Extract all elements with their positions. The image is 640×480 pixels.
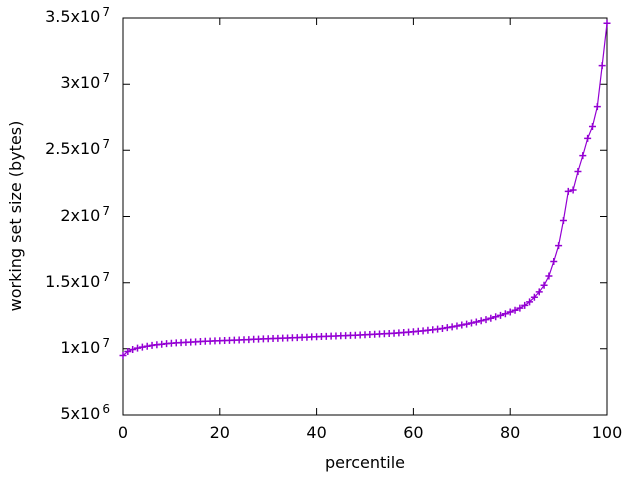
axis-ticks (122, 17, 608, 416)
tick-exponent: 7 (102, 269, 110, 284)
x-tick-label: 40 (306, 423, 327, 442)
tick-exponent: 7 (102, 203, 110, 218)
tick-mantissa: 1x10 (60, 337, 101, 357)
tick-exponent: 6 (102, 402, 110, 416)
y-tick-label: 3x10 7 (60, 71, 110, 93)
tick-mantissa: 3.5x10 (45, 7, 101, 26)
y-tick-label: 2x10 7 (60, 204, 110, 225)
y-tick-label: 1x10 7 (60, 336, 110, 357)
tick-exponent: 7 (102, 137, 110, 152)
x-tick-label: 60 (403, 423, 424, 442)
x-tick-label: 80 (500, 423, 521, 442)
plot-border (122, 17, 608, 416)
tick-mantissa: 5x10 (60, 404, 101, 423)
tick-mantissa: 2.5x10 (45, 139, 101, 159)
y-axis-title: working set size (bytes) (6, 120, 25, 312)
x-tick-label: 0 (117, 423, 129, 442)
y-tick-label: 3.5x10 7 (45, 5, 110, 26)
data-markers (119, 19, 611, 359)
tick-mantissa: 3x10 (60, 73, 101, 93)
tick-mantissa: 1.5x10 (45, 271, 101, 291)
tick-exponent: 7 (102, 5, 110, 19)
tick-exponent: 7 (102, 335, 110, 350)
x-tick-label: 100 (591, 423, 623, 442)
y-tick-label: 5x10 6 (60, 402, 110, 423)
data-line (122, 23, 608, 356)
tick-mantissa: 2x10 (60, 205, 101, 225)
y-tick-label: 1.5x10 7 (45, 270, 110, 291)
y-tick-label: 2.5x10 7 (45, 137, 110, 159)
x-tick-label: 20 (209, 423, 230, 442)
tick-exponent: 7 (102, 71, 110, 86)
x-axis-title: percentile (324, 453, 406, 472)
